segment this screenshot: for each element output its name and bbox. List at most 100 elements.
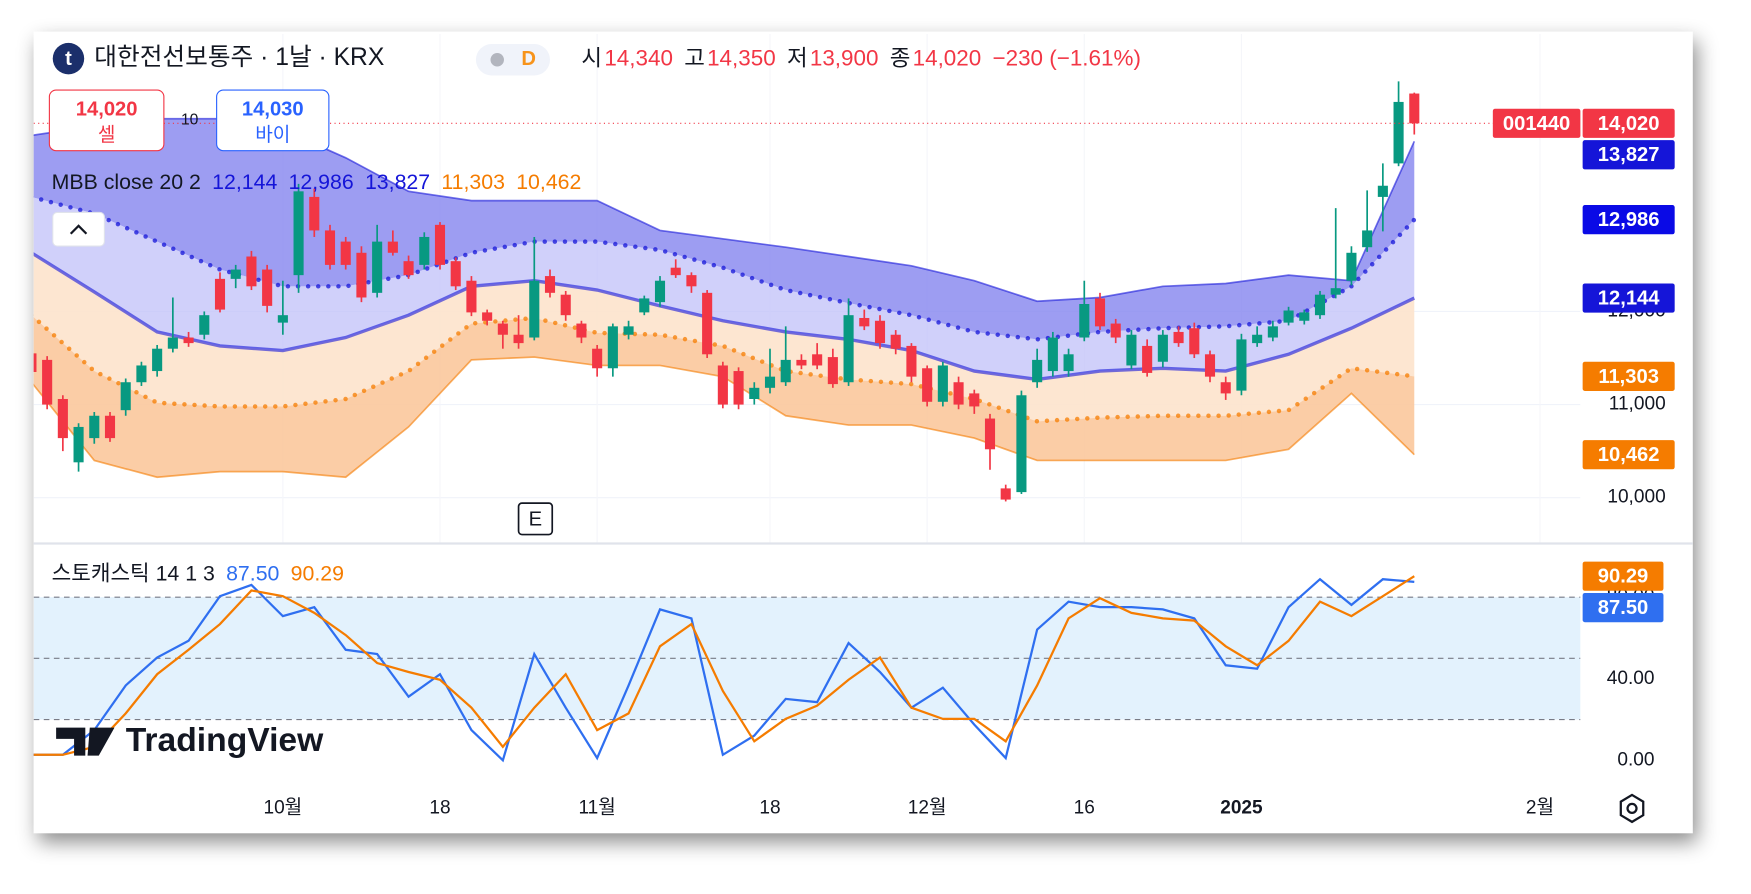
symbol-tag-bg [1492,108,1581,138]
candle-body [450,261,461,287]
candle-body [1016,395,1027,493]
stoch-line [33,575,1415,756]
price-tag: 13,827 [1598,144,1660,166]
earnings-marker[interactable] [517,502,554,536]
price-tag: 12,144 [1598,288,1661,310]
y-tick-label: 10,000 [1607,487,1665,508]
candle-body [434,224,446,265]
buy-button[interactable] [216,89,330,152]
candle-body [576,323,587,338]
candle-body [104,415,116,439]
candle-body [340,241,351,265]
price-tag: 11,303 [1598,366,1659,388]
candle-body [796,359,807,366]
candle-body [1110,323,1121,338]
price-tag: 14,020 [1598,113,1660,135]
price-tag-bg [1582,205,1675,235]
logo-text: t [65,48,72,70]
candle-body [1393,101,1404,164]
candle-body [372,241,383,293]
candle-body [1377,185,1388,197]
indicator-value: 13,827 [365,170,430,194]
chevron [69,224,88,235]
settings-icon-center [1626,802,1638,815]
candle-body [843,315,854,383]
candle-body [120,382,131,411]
buy-label: 바이 [255,124,290,146]
candle-body [136,365,147,383]
candle-body [984,418,996,450]
indicator-value: 10,462 [516,170,581,194]
candle-body [607,326,618,369]
overlay: 시 14,340 고 14,350 저 13,900 종 14,020 −230 (−1.61%… [52,46,1675,818]
stoch-tag: 90.29 [1598,566,1649,588]
symbol-tag: 001440 [1503,113,1570,135]
stoch-line [33,577,1415,763]
candle-body [1299,312,1310,321]
candle-body [780,359,791,383]
indicator-value: 12,144 [212,170,277,194]
candle-body [1079,304,1090,338]
candle-body [246,256,257,287]
candle-body [309,196,320,231]
candle-body [874,320,886,344]
candle-body [953,382,964,405]
candle-body [702,292,713,355]
candle-body [497,323,508,335]
candle-body [1063,354,1074,372]
stoch-tag-bg [1582,561,1664,591]
price-tag-bg [1582,108,1675,138]
candle-body [1314,294,1326,316]
candle-body [419,236,430,265]
watermark: TradingView [126,722,324,759]
candle-body [1362,230,1373,248]
ohlc-label: 종 [890,46,911,71]
ohlc-value: 14,340 [604,46,673,71]
x-tick-label: 18 [759,797,780,818]
symbol-title[interactable]: 대한전선보통주 · 1날 · KRX [94,43,384,71]
candle-body [89,415,100,439]
badge[interactable] [475,44,550,76]
candle-body [670,267,681,276]
price-pane [33,33,1581,543]
candle-body [1032,359,1043,383]
candle-body [1157,334,1168,362]
price-tag-bg [1582,361,1675,391]
candle-body [403,261,414,276]
candle-body [277,315,288,323]
indicator-line [33,314,1417,424]
spread: 10 [181,112,199,129]
candle-body [482,312,493,321]
candle-body [1047,337,1058,372]
candle-body [262,269,273,306]
indicator-line [33,195,1417,342]
y-tick-label: 40.00 [1607,668,1655,689]
candle-body [183,337,194,344]
ohlc-value: 14,350 [707,46,776,71]
candle-body [1173,331,1184,344]
candle-body [230,269,241,279]
candle-body [686,275,697,287]
y-tick-label: 0.00 [1617,749,1654,770]
ohlc-label: 고 [684,46,705,71]
tv-logo [56,727,115,756]
candle-body [1000,488,1011,500]
candle-body [1330,288,1341,295]
price-tag: 12,986 [1598,209,1660,231]
candle-body [1126,334,1137,366]
collapse-button[interactable] [52,211,105,247]
ohlc-value: 13,900 [810,46,879,71]
x-tick-label: 11월 [578,796,615,818]
candle-body [764,376,776,388]
sell-button[interactable] [48,89,165,152]
stoch-value: 90.29 [291,562,344,586]
candle-body [57,398,68,439]
logo [52,42,85,75]
x-tick-label: 18 [429,797,450,818]
stoch-name: 스토캐스틱 14 1 3 [52,562,215,586]
candle-body [1220,382,1231,394]
candle-body [890,334,901,349]
settings-icon[interactable] [1619,793,1645,824]
candle-body [937,365,948,402]
